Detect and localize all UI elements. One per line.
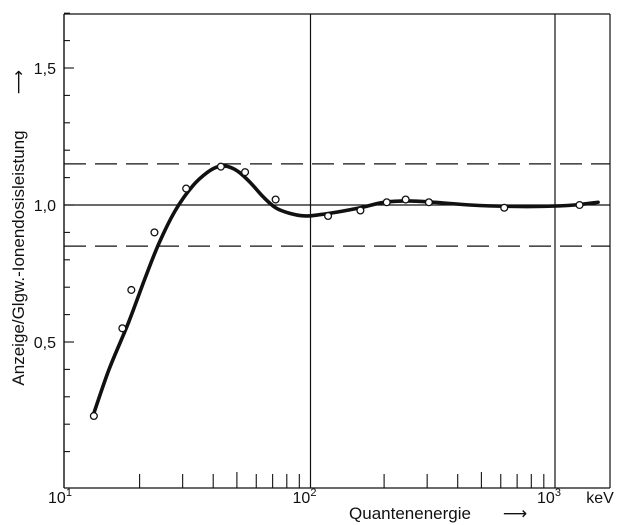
x-tick-label: 102 <box>293 487 317 507</box>
data-point <box>150 228 159 237</box>
y-tick-label: 0,5 <box>34 335 56 352</box>
data-point <box>271 195 280 204</box>
points-layer <box>89 162 584 421</box>
data-point <box>89 411 98 421</box>
grid-layer <box>64 14 610 488</box>
data-point <box>324 211 333 221</box>
y-axis-arrow: ⟶ <box>9 70 28 94</box>
axes: 0,5 1,0 1,5 101 102 103 <box>34 12 611 507</box>
series-layer <box>92 164 600 416</box>
y-tick-label: 1,5 <box>34 61 56 78</box>
data-point <box>401 195 410 204</box>
data-point <box>424 198 433 207</box>
reference-lines <box>64 163 610 247</box>
data-point <box>241 168 250 177</box>
data-point <box>500 203 509 212</box>
data-point <box>118 324 127 333</box>
data-point <box>216 162 225 171</box>
x-unit-label: keV <box>586 490 614 507</box>
data-point <box>382 198 391 207</box>
data-point <box>182 184 191 193</box>
x-tick-label: 101 <box>48 487 72 507</box>
x-tick-label: 103 <box>537 487 561 507</box>
response-curve <box>92 164 600 416</box>
data-point <box>127 285 136 294</box>
data-point <box>356 206 365 215</box>
labels-layer: Anzeige/Glgw.-Ionendosisleistung ⟶ Quant… <box>9 70 614 523</box>
data-point <box>575 200 584 210</box>
y-axis-label: Anzeige/Glgw.-Ionendosisleistung <box>9 130 28 385</box>
x-axis-label: Quantenenergie <box>349 504 471 523</box>
y-tick-label: 1,0 <box>34 198 56 215</box>
x-axis-arrow: ⟶ <box>503 504 527 523</box>
